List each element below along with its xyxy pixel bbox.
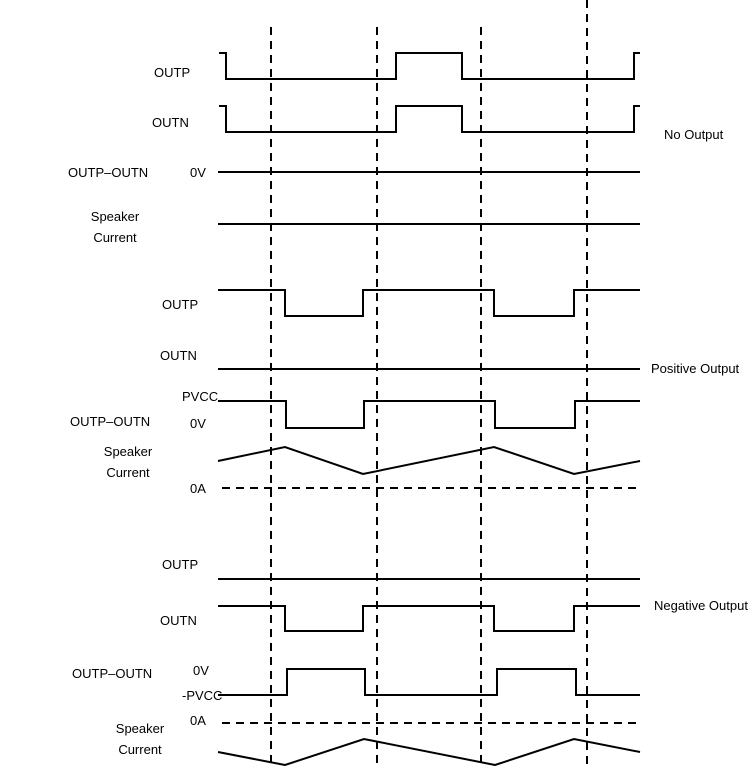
section-positive-output: OUTP OUTN Positive Output PVCC OUTP–OUTN… (70, 289, 740, 496)
outn-waveform (218, 605, 640, 632)
outp-label: OUTP (154, 65, 190, 80)
mode-label: No Output (664, 127, 724, 142)
diff-label: OUTP–OUTN (68, 165, 148, 180)
outn-label: OUTN (160, 348, 197, 363)
diff-level-minus-pvcc: -PVCC (182, 688, 222, 703)
outp-label: OUTP (162, 557, 198, 572)
outp-waveform (219, 52, 640, 80)
mode-label: Negative Output (654, 598, 748, 613)
section-negative-output: OUTP OUTN Negative Output 0V OUTP–OUTN -… (72, 557, 748, 766)
diff-level-0v: 0V (190, 416, 206, 431)
diff-level-0v: 0V (193, 663, 209, 678)
mode-label: Positive Output (651, 361, 740, 376)
current-waveform (217, 737, 641, 766)
current-label-line1: Speaker (116, 721, 165, 736)
outn-waveform (219, 105, 640, 133)
diff-label: OUTP–OUTN (70, 414, 150, 429)
current-label-line2: Current (118, 742, 162, 757)
current-label-line1: Speaker (91, 209, 140, 224)
current-level-0a: 0A (190, 713, 206, 728)
current-label-line2: Current (93, 230, 137, 245)
diff-level-pvcc: PVCC (182, 389, 218, 404)
diff-level-0v: 0V (190, 165, 206, 180)
current-label-line2: Current (106, 465, 150, 480)
current-level-0a: 0A (190, 481, 206, 496)
outp-label: OUTP (162, 297, 198, 312)
current-waveform (217, 445, 641, 476)
diff-label: OUTP–OUTN (72, 666, 152, 681)
current-label-line1: Speaker (104, 444, 153, 459)
diff-waveform (218, 400, 640, 429)
outp-waveform (218, 289, 640, 317)
section-no-output: OUTP OUTN No Output OUTP–OUTN 0V Speaker… (68, 52, 724, 245)
outn-label: OUTN (152, 115, 189, 130)
diff-waveform (218, 668, 640, 696)
outn-label: OUTN (160, 613, 197, 628)
